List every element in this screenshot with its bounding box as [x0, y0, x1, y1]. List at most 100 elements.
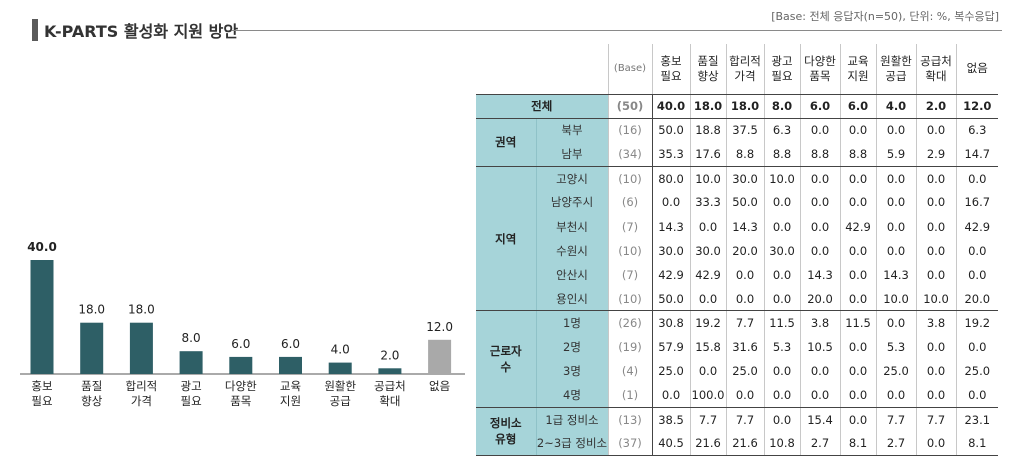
- value-cell: 0.0: [763, 262, 800, 287]
- value-cell: 0.0: [875, 166, 916, 191]
- value-cell: 0.0: [875, 118, 916, 143]
- value-cell: 10.0: [689, 166, 726, 191]
- value-cell: 8.1: [955, 431, 998, 456]
- title-divider: [232, 30, 1002, 31]
- value-cell: 10.5: [799, 334, 840, 360]
- column-header-line: 공급: [885, 68, 907, 83]
- value-cell: 0.0: [763, 407, 800, 432]
- value-cell: 8.8: [725, 142, 764, 167]
- value-cell: 6.0: [799, 94, 840, 119]
- value-cell: 31.6: [725, 334, 764, 360]
- column-header-line: 필요: [660, 68, 682, 83]
- base-cell: (34): [607, 142, 652, 167]
- value-cell: 2.7: [875, 431, 916, 456]
- column-header-line: 다양한: [804, 53, 836, 68]
- value-cell: 0.0: [763, 383, 800, 408]
- value-cell: 0.0: [799, 190, 840, 215]
- column-header-line: 가격: [734, 68, 756, 83]
- value-cell: 4.0: [875, 94, 916, 119]
- value-cell: 0.0: [799, 166, 840, 191]
- value-cell: 0.0: [799, 359, 840, 384]
- value-cell: 0.0: [839, 286, 876, 312]
- base-cell: (6): [607, 190, 652, 215]
- base-cell: (7): [607, 262, 652, 287]
- value-cell: 25.0: [955, 359, 998, 384]
- value-cell: 0.0: [651, 383, 690, 408]
- value-cell: 5.9: [875, 142, 916, 167]
- value-cell: 0.0: [915, 238, 956, 263]
- category-label-6-0: 원활한: [324, 379, 356, 393]
- value-cell: 30.0: [725, 166, 764, 191]
- column-header-7: 공급처 확대: [915, 44, 956, 95]
- table-row: 수원시 (10) 30.0 30.0 20.0 30.0 0.0 0.0 0.0 0.0 0.0: [476, 238, 998, 263]
- column-header-line: 필요: [771, 68, 793, 83]
- value-cell: 14.3: [725, 214, 764, 239]
- value-cell: 17.6: [689, 142, 726, 167]
- column-header-line: 품질: [697, 53, 719, 68]
- value-cell: 19.2: [955, 310, 998, 335]
- base-cell: (10): [607, 166, 652, 191]
- bar-4: [229, 356, 253, 374]
- value-cell: 12.0: [955, 94, 998, 119]
- value-cell: 0.0: [915, 262, 956, 287]
- value-cell: 0.0: [839, 238, 876, 263]
- value-cell: 23.1: [955, 407, 998, 432]
- category-label-4-0: 다양한: [225, 379, 257, 393]
- value-cell: 11.5: [763, 310, 800, 335]
- value-cell: 6.0: [839, 94, 876, 119]
- category-label-1-0: 품질: [81, 379, 102, 393]
- column-header-1: 품질 향상: [689, 44, 726, 95]
- bar-1: [80, 322, 104, 374]
- value-cell: 0.0: [875, 383, 916, 408]
- bar-6: [328, 362, 352, 374]
- value-cell: 8.8: [799, 142, 840, 167]
- value-cell: 0.0: [955, 238, 998, 263]
- base-cell: (4): [607, 359, 652, 384]
- value-cell: 16.7: [955, 190, 998, 215]
- value-cell: 57.9: [651, 334, 690, 360]
- group-label: 권역: [476, 118, 536, 167]
- value-cell: 25.0: [875, 359, 916, 384]
- table-row-total: 전체 (50) 40.0 18.0 18.0 8.0 6.0 6.0 4.0 2.0 12.0: [476, 94, 998, 119]
- value-cell: 2.9: [915, 142, 956, 167]
- base-cell: (16): [607, 118, 652, 143]
- value-cell: 0.0: [955, 166, 998, 191]
- value-cell: 3.8: [799, 310, 840, 335]
- bar-5: [279, 356, 302, 374]
- value-cell: 30.0: [689, 238, 726, 263]
- value-cell: 5.3: [875, 334, 916, 360]
- value-cell: 0.0: [955, 334, 998, 360]
- table-row: 권역 북부 (16) 50.0 18.8 37.5 6.3 0.0 0.0 0.0 0.0 6.3: [476, 118, 998, 167]
- value-cell: 14.7: [955, 142, 998, 167]
- page-title: K-PARTS 활성화 지원 방안: [44, 22, 239, 41]
- value-cell: 0.0: [915, 214, 956, 239]
- subgroup-label: 1명: [535, 310, 608, 335]
- column-header-2: 합리적 가격: [725, 44, 764, 95]
- value-cell: 42.9: [689, 262, 726, 287]
- value-cell: 0.0: [763, 286, 800, 312]
- group-label: 정비소 유형: [476, 407, 536, 456]
- value-cell: 14.3: [651, 214, 690, 239]
- value-cell: 42.9: [651, 262, 690, 287]
- value-cell: 8.8: [763, 142, 800, 167]
- value-cell: 0.0: [875, 190, 916, 215]
- value-cell: 40.5: [651, 431, 690, 456]
- value-cell: 0.0: [763, 359, 800, 384]
- value-cell: 42.9: [839, 214, 876, 239]
- column-header-line: 원활한: [880, 53, 912, 68]
- table-row: 부천시 (7) 14.3 0.0 14.3 0.0 0.0 42.9 0.0 0.0 42.9: [476, 214, 998, 239]
- value-cell: 50.0: [651, 118, 690, 143]
- value-cell: 7.7: [689, 407, 726, 432]
- value-cell: 0.0: [915, 334, 956, 360]
- crosstab-table: (Base) 홍보 필요 품질 향상 합리적 가격 광고 필요 다양한 품목 교육 지원 원활한 공급 공급…: [476, 44, 998, 456]
- category-label-2-0: 합리적: [126, 379, 158, 393]
- value-cell: 0.0: [839, 334, 876, 360]
- value-cell: 5.3: [763, 334, 800, 360]
- subgroup-label: 4명: [535, 383, 608, 408]
- table-row: 남부 (34) 35.3 17.6 8.8 8.8 8.8 8.8 5.9 2.9 14.7: [476, 142, 998, 167]
- value-cell: 0.0: [839, 383, 876, 408]
- category-label-5-1: 지원: [280, 394, 301, 408]
- value-cell: 0.0: [689, 214, 726, 239]
- base-cell: (26): [607, 310, 652, 335]
